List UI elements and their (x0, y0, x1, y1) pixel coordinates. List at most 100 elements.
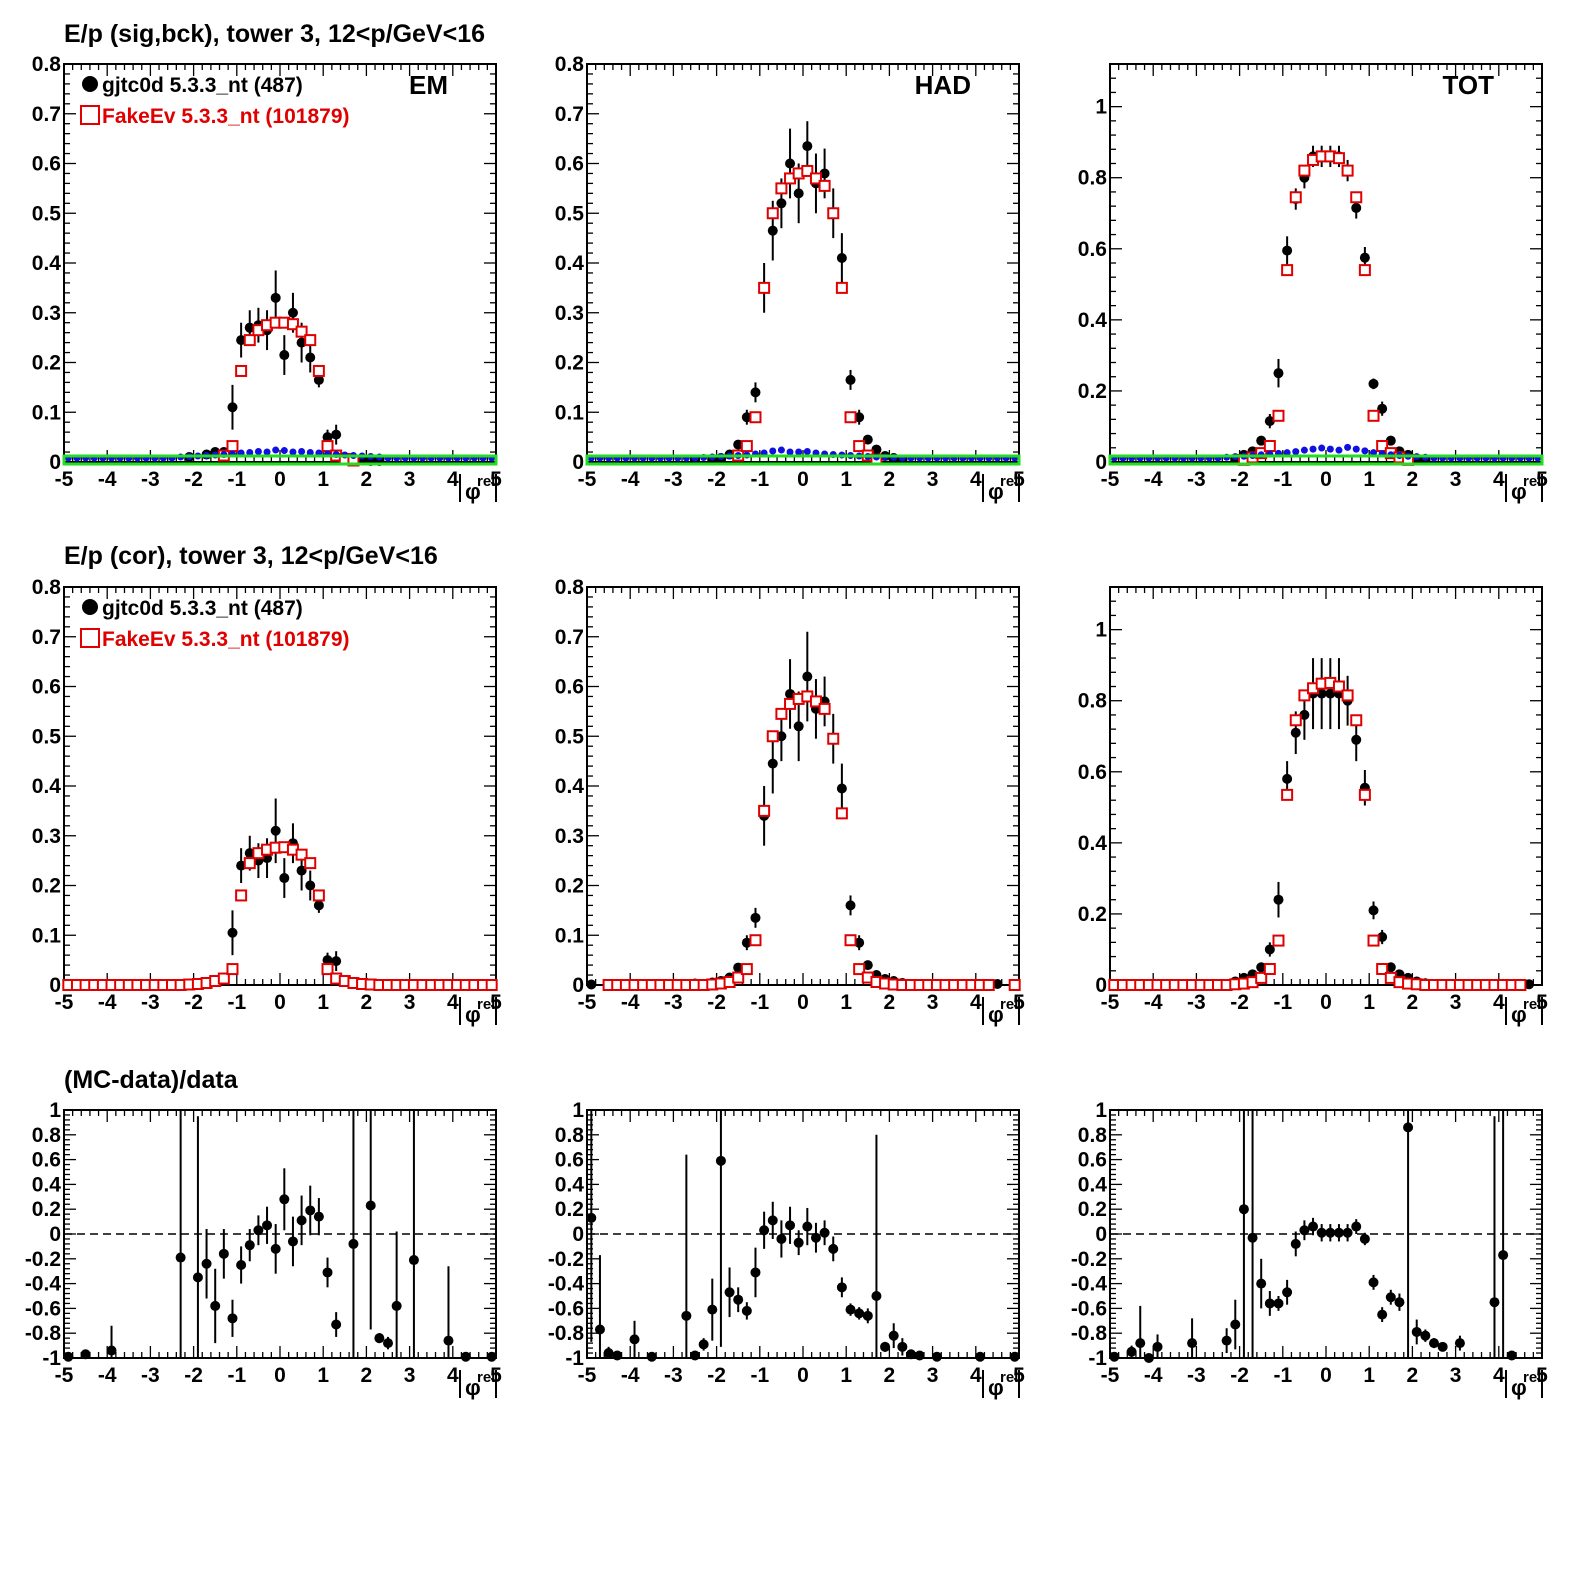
data-point (931, 1351, 942, 1362)
data-point (1489, 1297, 1500, 1308)
data-point (854, 1308, 865, 1319)
mc-point (1281, 264, 1294, 277)
x-tick-label: -2 (184, 1364, 203, 1387)
data-point (244, 322, 255, 333)
data-point (586, 1212, 597, 1223)
x-tick-label: 0 (274, 1364, 286, 1387)
panel-label: HAD (915, 70, 971, 100)
data-point (279, 1194, 290, 1205)
y-tick-label: 0.2 (32, 352, 61, 375)
x-tick-label: 3 (1450, 991, 1462, 1014)
series-0 (184, 270, 385, 467)
data-point (880, 1341, 891, 1352)
x-tick-label: 4 (447, 468, 459, 491)
x-tick-label: 1 (317, 468, 329, 491)
mc-point (853, 440, 866, 453)
data-point (802, 1221, 813, 1232)
y-tick-label: -1 (1088, 1347, 1107, 1370)
legend-label-mc: FakeEv 5.3.3_nt (101879) (102, 105, 350, 128)
data-point (305, 1205, 316, 1216)
x-tick-label: 0 (1320, 991, 1332, 1014)
y-tick-label: 0.2 (1078, 1198, 1107, 1221)
x-label-phi: φ (465, 479, 481, 504)
data-point (1368, 1277, 1379, 1288)
mc-point (1367, 934, 1380, 947)
x-tick-label: -1 (1273, 1364, 1292, 1387)
mc-point (321, 963, 334, 976)
panel-8: -5-4-3-2-1012345-1-0.8-0.6-0.4-0.200.20.… (1071, 1099, 1548, 1400)
x-tick-label: -4 (98, 1364, 117, 1387)
y-tick-label: 0.4 (555, 1173, 585, 1196)
row-title-sig-bck: E/p (sig,bck), tower 3, 12<p/GeV<16 (64, 20, 485, 48)
y-tick-label: 0.6 (555, 153, 584, 176)
data-point (871, 1291, 882, 1301)
y-tick-label: -0.6 (548, 1297, 584, 1320)
y-tick-label: 0.4 (32, 1173, 62, 1196)
background-point (1344, 443, 1352, 451)
data-point (1454, 1338, 1465, 1349)
data-point (253, 1225, 264, 1236)
data-point (776, 198, 787, 209)
data-point (1282, 245, 1293, 256)
data-point (63, 1351, 74, 1362)
background-point (786, 448, 794, 456)
data-point (914, 1350, 925, 1361)
data-point (1230, 1319, 1241, 1330)
x-tick-label: 0 (274, 468, 286, 491)
mc-point (304, 857, 317, 870)
x-tick-label: 2 (1407, 1364, 1419, 1387)
data-point (1394, 1297, 1405, 1308)
data-point (296, 337, 307, 348)
data-point (227, 927, 238, 938)
mc-point (226, 963, 239, 976)
x-label-phi: φ (1511, 1375, 1527, 1400)
y-tick-label: 0.4 (555, 252, 585, 275)
mc-point (1298, 164, 1311, 177)
mc-point (485, 979, 498, 991)
y-tick-label: 0.1 (32, 924, 62, 947)
data-point (1126, 1346, 1137, 1357)
legend-marker-mc (80, 628, 100, 648)
series-1 (602, 690, 1021, 991)
x-tick-label: -3 (1187, 991, 1206, 1014)
data-point (1411, 1326, 1422, 1337)
data-point (1290, 1238, 1301, 1249)
x-tick-label: -1 (227, 468, 246, 491)
data-point (1342, 1227, 1353, 1238)
x-tick-label: -2 (1230, 468, 1249, 491)
y-tick-label: 0.8 (1078, 690, 1108, 713)
y-tick-label: 0 (1095, 974, 1107, 997)
x-tick-label: 4 (970, 991, 982, 1014)
data-point (192, 1272, 203, 1283)
series-3 (585, 454, 1021, 466)
data-point (1368, 905, 1379, 916)
data-point (733, 1294, 744, 1305)
x-label-rel: rel (1523, 1369, 1541, 1386)
y-tick-label: 0.8 (1078, 167, 1108, 190)
x-tick-label: -5 (1101, 1364, 1120, 1387)
data-point (331, 429, 342, 440)
legend: gjtc0d 5.3.3_nt (487) FakeEv 5.3.3_nt (10… (80, 74, 350, 128)
data-point (1238, 1204, 1249, 1215)
mc-point (766, 730, 779, 743)
y-tick-label: 1 (1095, 1099, 1107, 1122)
plot-frame (586, 586, 1020, 986)
x-tick-label: 3 (927, 1364, 939, 1387)
x-tick-label: 0 (797, 1364, 809, 1387)
mc-point (1358, 788, 1371, 801)
background-band (1108, 454, 1544, 466)
x-label-rel: rel (1523, 473, 1541, 490)
x-tick-label: -4 (1144, 991, 1163, 1014)
data-point (313, 900, 324, 911)
x-tick-label: 4 (970, 468, 982, 491)
data-point (707, 1304, 718, 1315)
x-tick-label: 3 (1450, 1364, 1462, 1387)
data-point (1282, 773, 1293, 784)
y-tick-label: 0.4 (1078, 1173, 1108, 1196)
data-point (331, 1319, 342, 1330)
x-tick-label: -2 (707, 991, 726, 1014)
y-tick-label: 0.2 (555, 1198, 584, 1221)
x-tick-label: -3 (1187, 468, 1206, 491)
